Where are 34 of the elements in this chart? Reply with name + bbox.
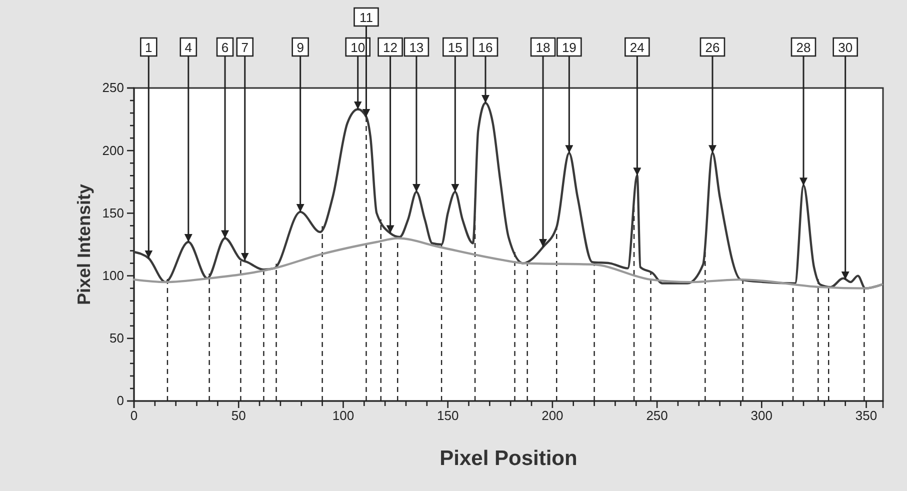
y-tick-label: 0 <box>116 393 124 408</box>
annotation: 30 <box>838 40 853 55</box>
x-tick-label: 200 <box>542 408 564 424</box>
x-axis-title: Pixel Position <box>440 447 578 470</box>
annotation: 13 <box>409 40 424 55</box>
annotation: 6 <box>221 40 229 55</box>
annotation: 12 <box>383 40 398 55</box>
annotation: 9 <box>296 40 304 55</box>
line-series <box>132 237 884 290</box>
x-tick-label: 100 <box>332 408 354 424</box>
y-tick-label: 50 <box>110 330 124 346</box>
annotation: 26 <box>705 40 720 55</box>
y-axis-title: Pixel Intensity <box>74 184 94 306</box>
y-tick-label: 150 <box>102 205 124 220</box>
annotation: 28 <box>796 40 811 55</box>
x-tick-label: 250 <box>646 408 668 424</box>
annotation: 16 <box>478 40 493 55</box>
annotation: 10 <box>350 40 366 55</box>
y-tick-label: 250 <box>102 80 124 96</box>
x-tick-label: 0 <box>130 408 138 424</box>
annotation: 11 <box>359 10 373 25</box>
annotation: 15 <box>448 40 462 55</box>
annotation: 1 <box>145 40 152 55</box>
annotation: 7 <box>241 40 249 55</box>
x-tick-label: 50 <box>231 408 246 424</box>
annotation: 18 <box>536 40 550 55</box>
y-tick-label: 100 <box>102 268 124 283</box>
annotation: 24 <box>630 40 644 55</box>
x-tick-label: 300 <box>750 408 773 424</box>
x-tick-label: 150 <box>436 408 459 424</box>
y-tick-label: 200 <box>102 142 124 158</box>
annotation: 19 <box>562 40 576 55</box>
annotation: 4 <box>184 40 192 55</box>
x-tick-label: 350 <box>855 408 878 424</box>
